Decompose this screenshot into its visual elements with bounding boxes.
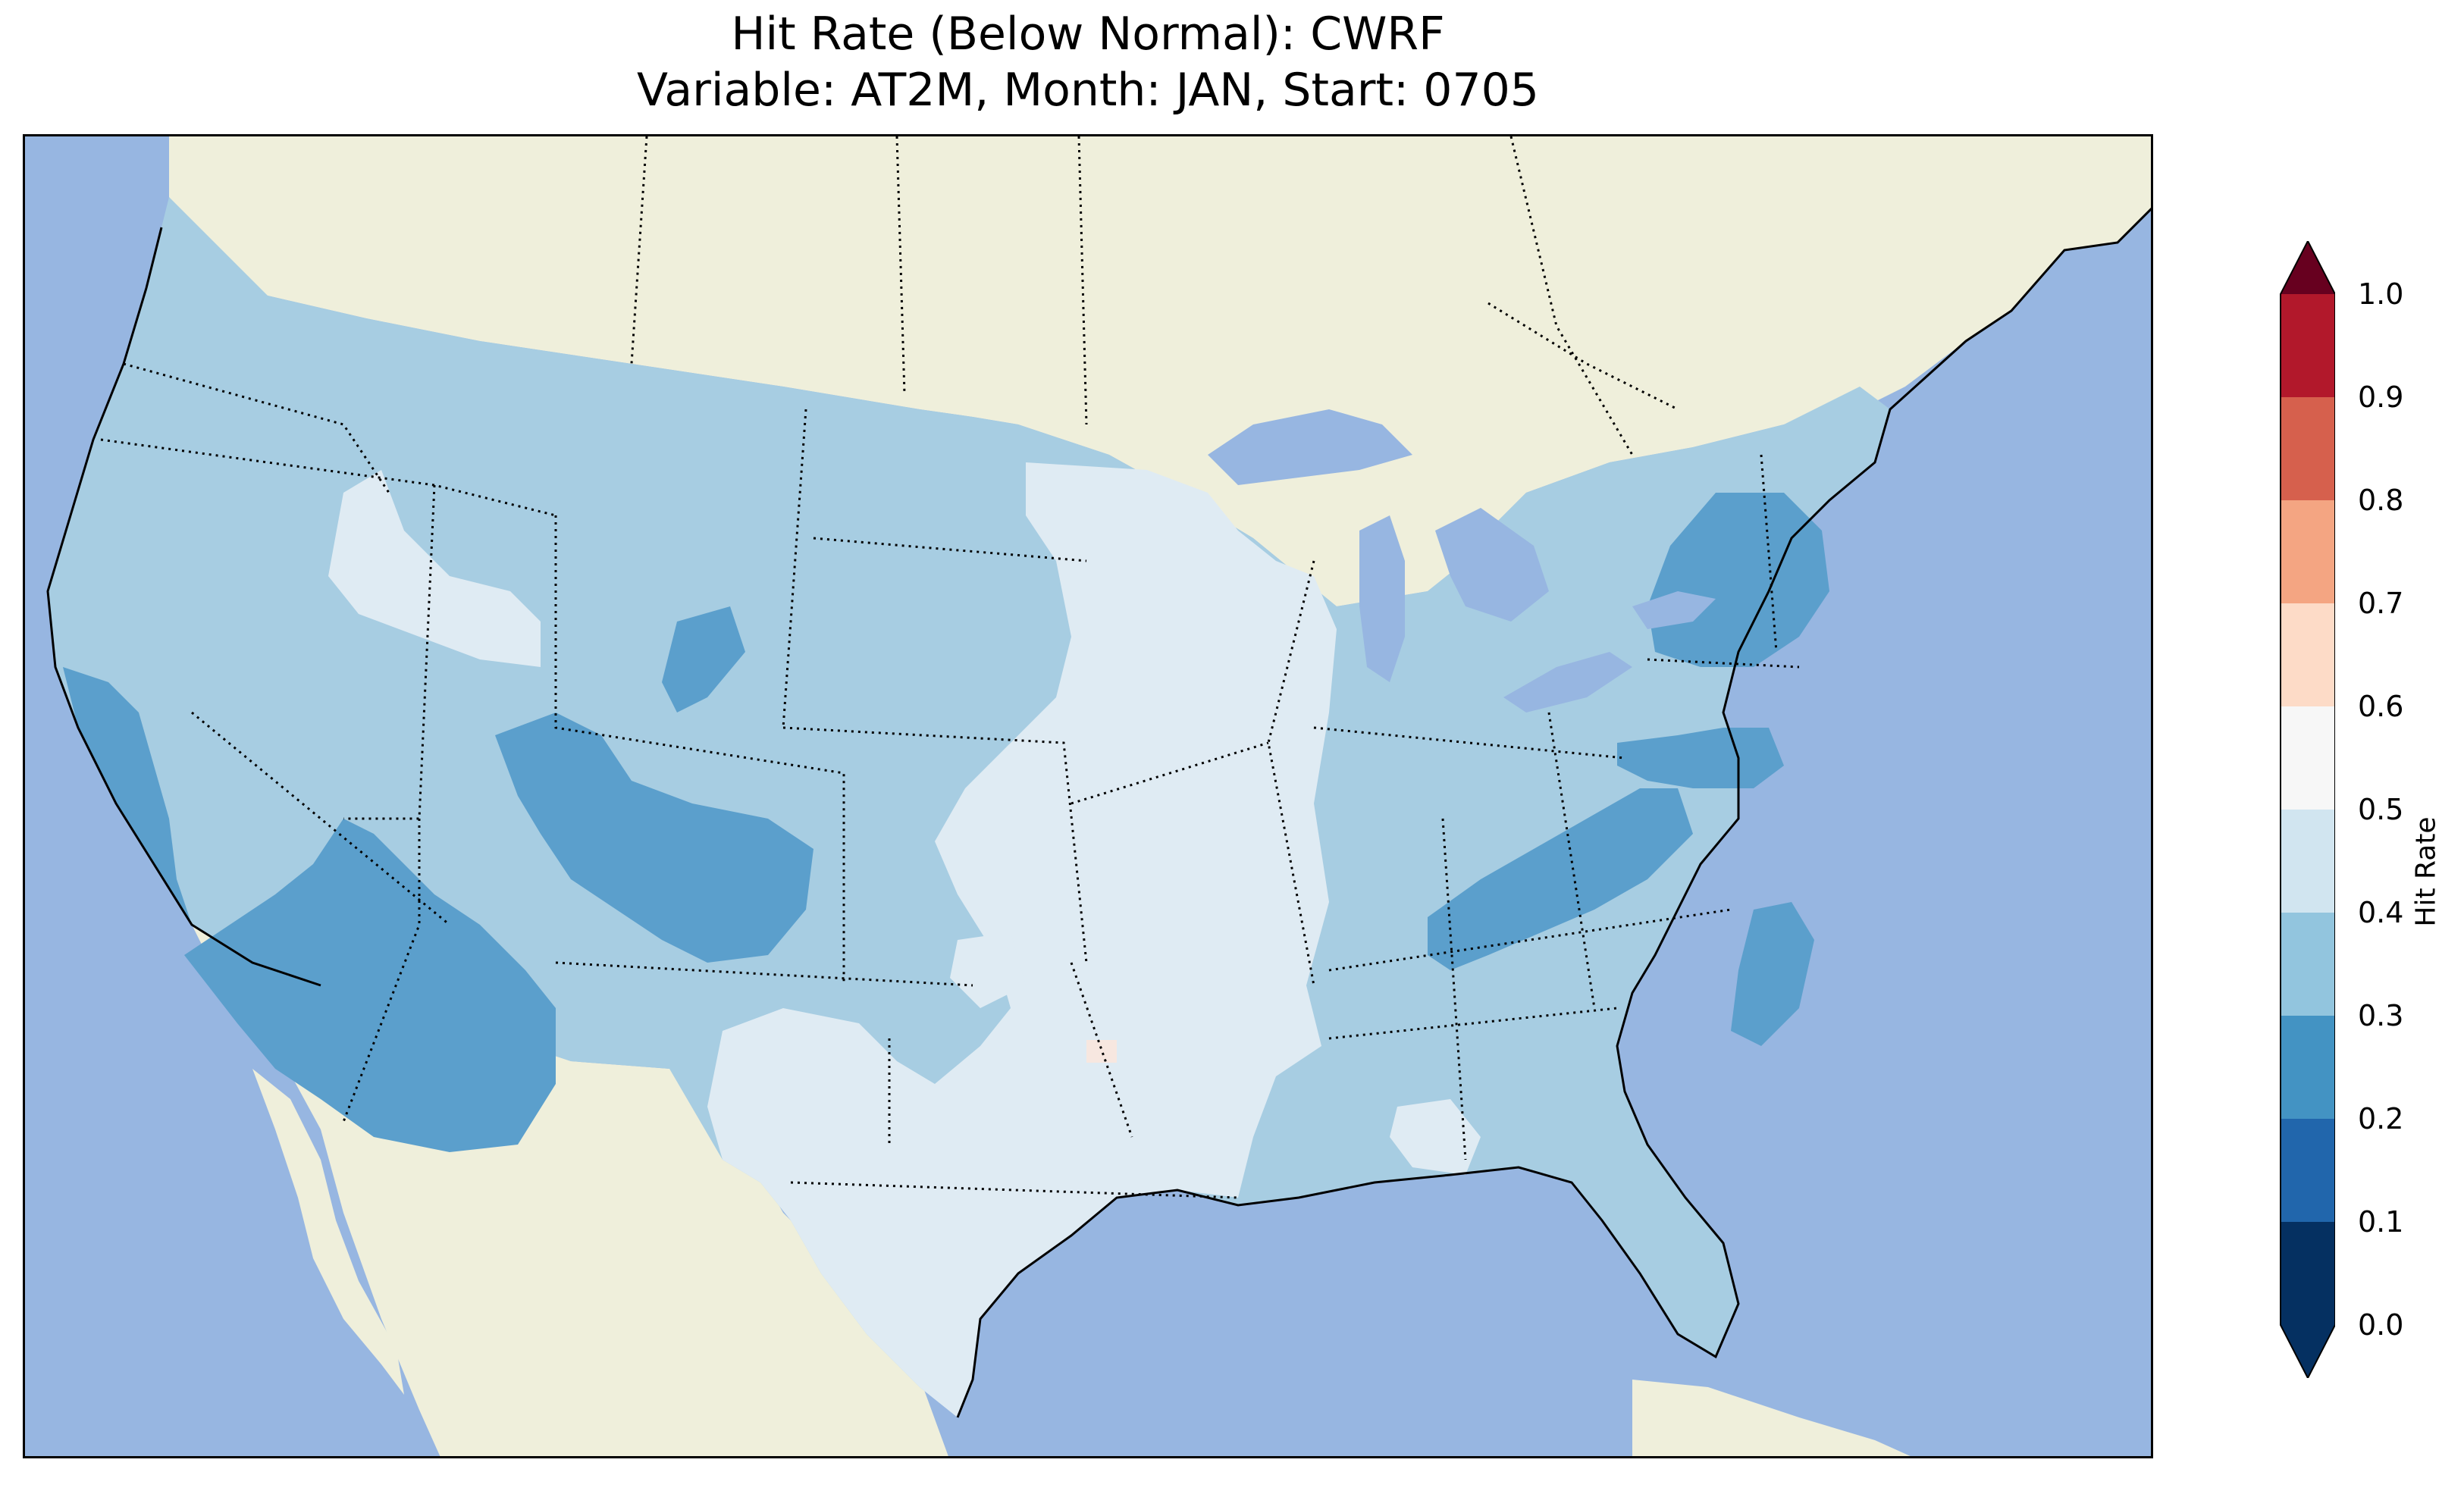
dark-region-ny: [1647, 493, 1829, 667]
dark-region-appalachia: [1428, 788, 1693, 970]
colorbar-bin-7: [2281, 500, 2335, 603]
title-line-2: Variable: AT2M, Month: JAN, Start: 0705: [637, 64, 1539, 117]
dark-region-southwest: [184, 819, 556, 1152]
colorbar: [2280, 241, 2335, 1378]
colorbar-tick-label: 0.7: [2358, 587, 2404, 620]
colorbar-bin-4: [2281, 810, 2335, 913]
colorbar-tick-label: 0.9: [2358, 381, 2404, 414]
lake-ontario: [1632, 591, 1716, 629]
colorbar-bin-0: [2281, 1222, 2335, 1325]
colorbar-label: Hit Rate: [2410, 816, 2442, 927]
colorbar-tick-label: 0.6: [2358, 690, 2404, 723]
colorbar-bin-8: [2281, 397, 2335, 500]
title-line-1: Hit Rate (Below Normal): CWRF: [731, 8, 1445, 61]
map-canvas: [25, 136, 2151, 1456]
colorbar-bin-1: [2281, 1119, 2335, 1222]
colorbar-outline: [2280, 241, 2335, 1378]
colorbar-tick-label: 0.5: [2358, 793, 2404, 826]
colorbar-tick-label: 0.0: [2358, 1308, 2404, 1342]
dark-region-nc-coast: [1731, 902, 1814, 1046]
dark-region-mid-atlantic: [1617, 728, 1784, 788]
dark-region-coastal-ca: [63, 667, 192, 925]
lake-erie: [1503, 652, 1632, 713]
colorbar-bin-5: [2281, 706, 2335, 810]
colorbar-tick-label: 0.3: [2358, 999, 2404, 1032]
plot-title: Hit Rate (Below Normal): CWRF Variable: …: [23, 6, 2153, 118]
pale-region-central: [707, 462, 1337, 1417]
dark-region-wyoming: [662, 606, 745, 713]
pale-region-tn: [950, 932, 1026, 1008]
state-boundaries: [100, 362, 1800, 1199]
canada-landmass: [169, 136, 2151, 606]
lake-superior: [1208, 409, 1412, 485]
map-panel: [23, 134, 2153, 1458]
colorbar-tick-label: 0.8: [2358, 484, 2404, 517]
colorbar-tick-label: 1.0: [2358, 277, 2404, 311]
colorbar-under-arrow: [2281, 1325, 2335, 1378]
colorbar-tick-label: 0.4: [2358, 896, 2404, 929]
pale-region-alabama: [1390, 1099, 1481, 1175]
colorbar-over-arrow: [2281, 241, 2335, 294]
colorbar-bin-2: [2281, 1016, 2335, 1119]
pale-region-idaho: [328, 470, 541, 667]
dark-region-colorado: [495, 713, 813, 963]
lake-huron: [1435, 508, 1549, 622]
coastline: [46, 207, 2151, 1418]
cuba: [1632, 1380, 1911, 1456]
high-hit-cell-texas: [1086, 1040, 1117, 1063]
canada-province-borders: [630, 136, 1679, 456]
colorbar-bin-9: [2281, 294, 2335, 397]
lake-michigan: [1359, 515, 1405, 682]
colorbar-bin-6: [2281, 603, 2335, 706]
colorbar-tick-label: 0.1: [2358, 1205, 2404, 1239]
baja-california: [252, 1069, 404, 1395]
colorbar-bin-3: [2281, 913, 2335, 1016]
colorbar-tick-label: 0.2: [2358, 1102, 2404, 1135]
